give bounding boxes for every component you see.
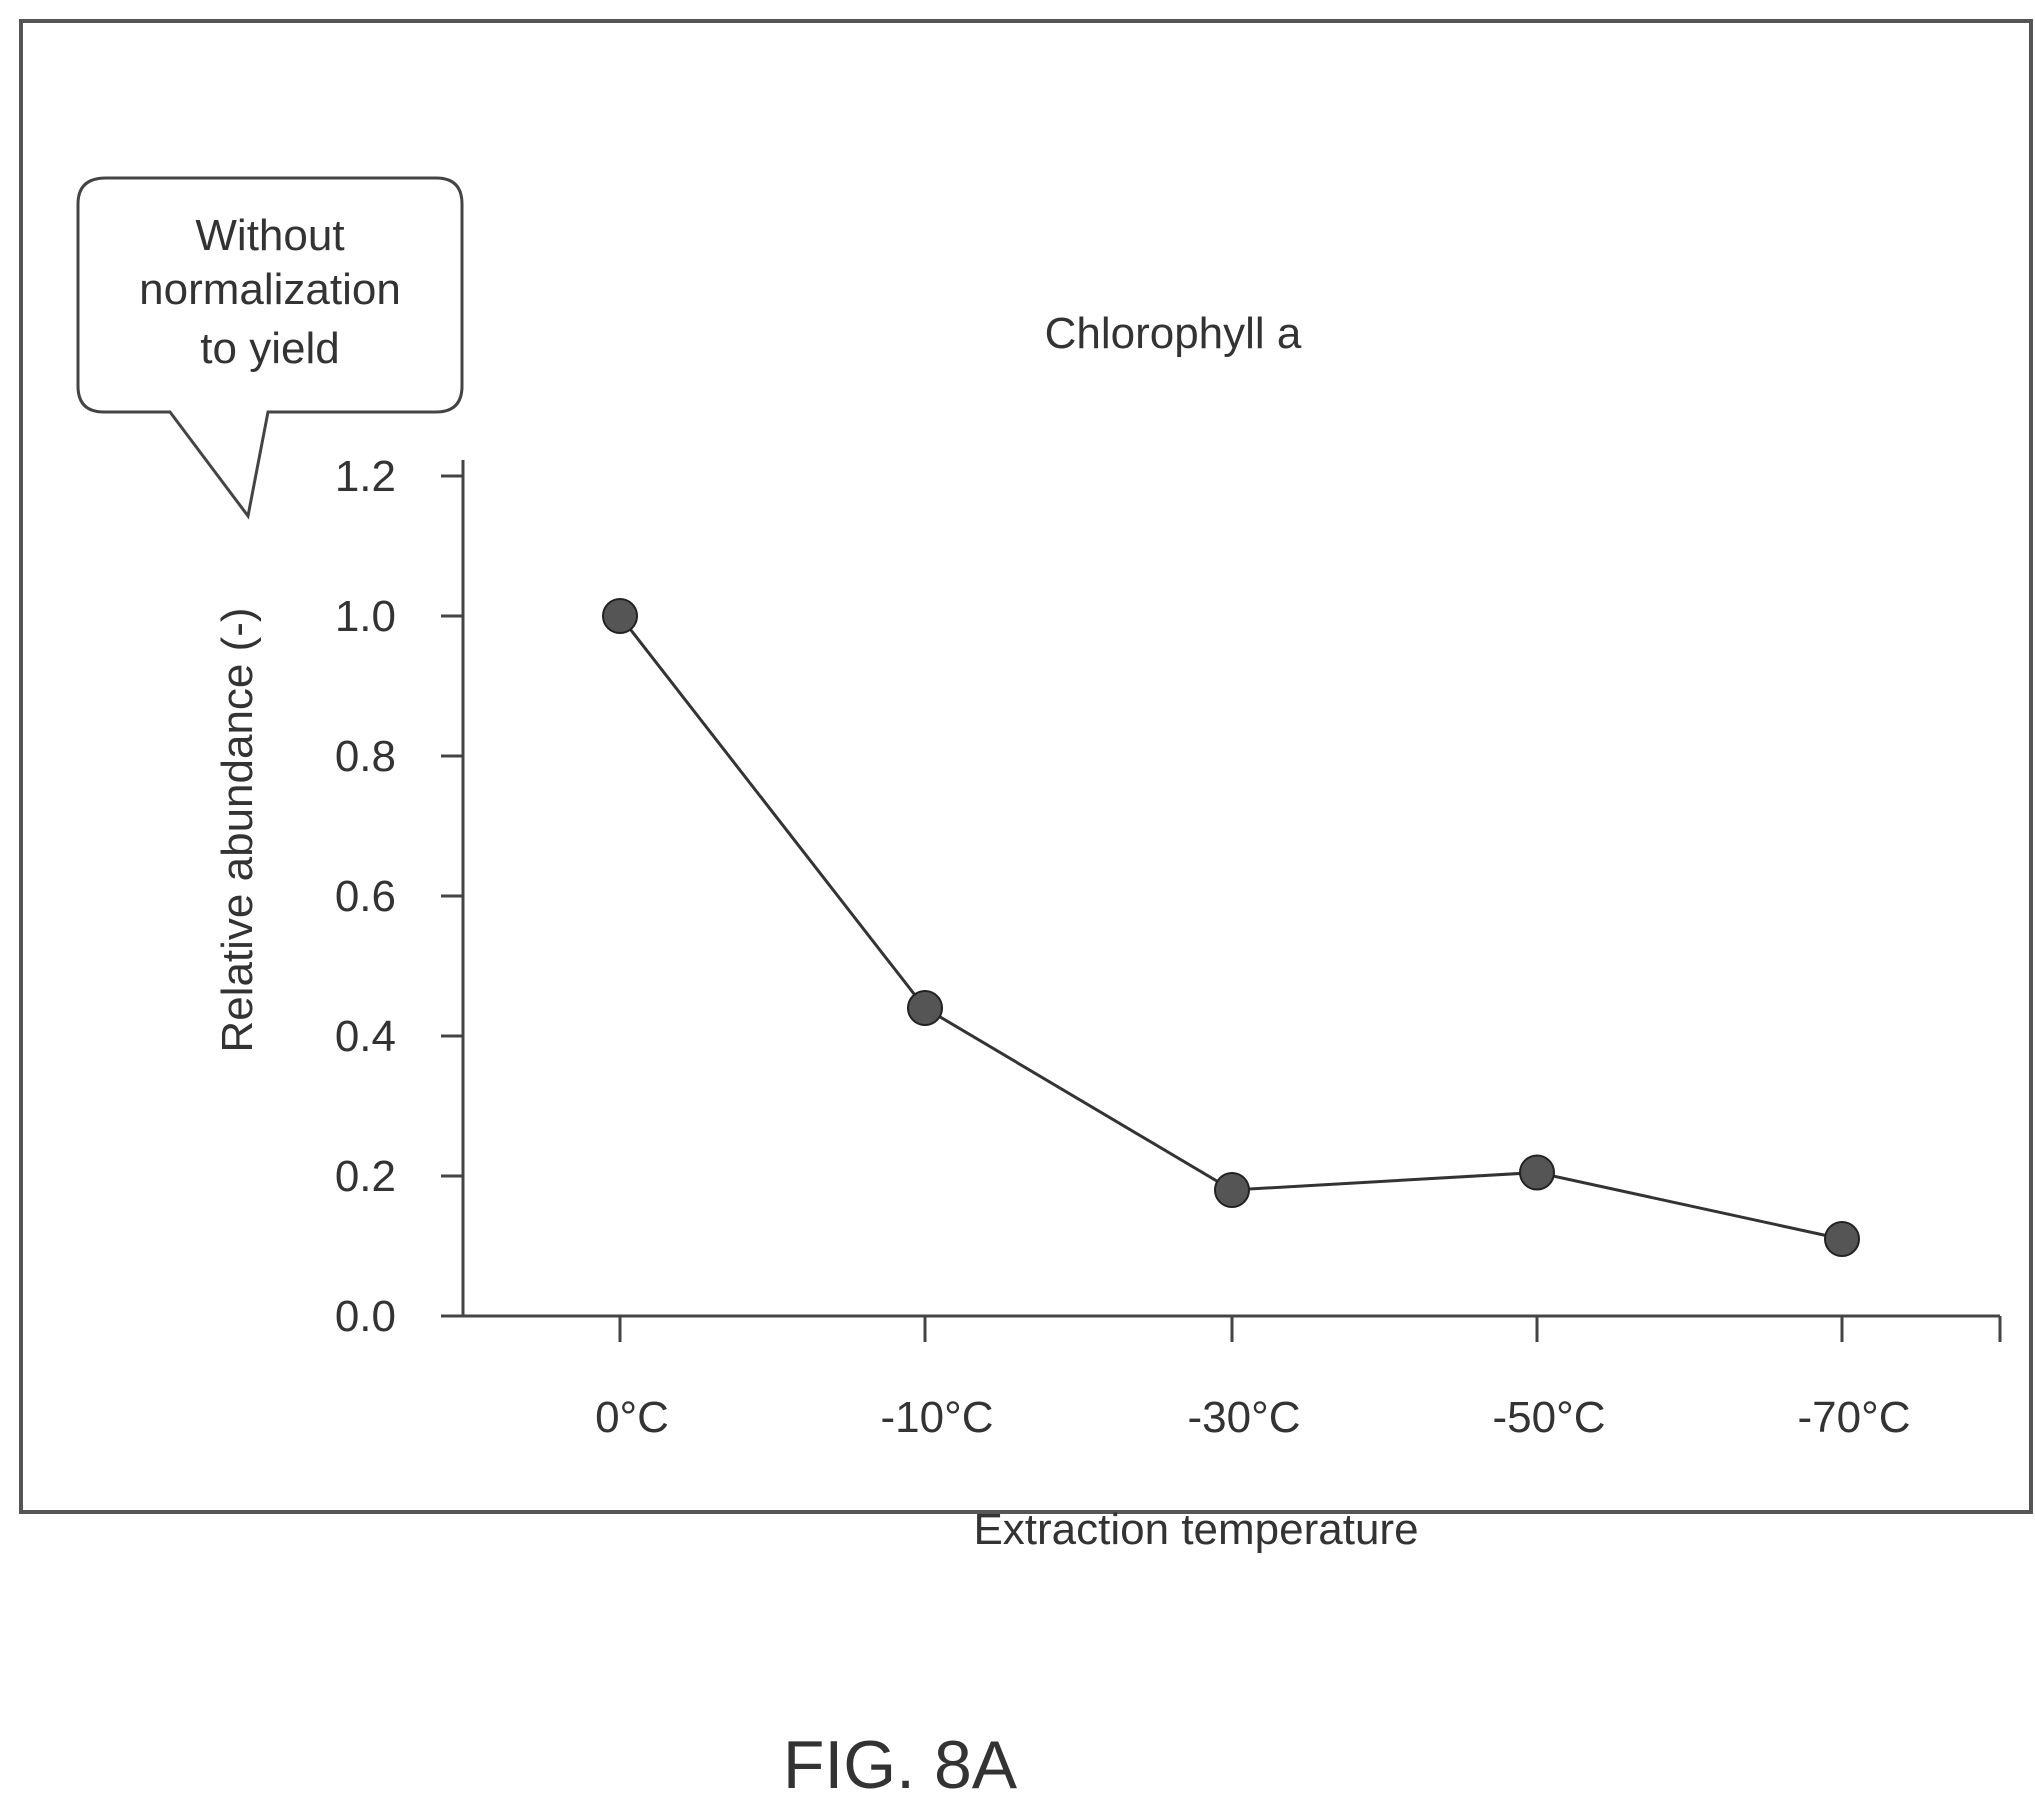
y-tick-label: 0.4 bbox=[335, 1012, 396, 1061]
x-tick-label: 0°C bbox=[595, 1393, 669, 1442]
callout-line-3: to yield bbox=[200, 324, 339, 373]
callout-bubble bbox=[76, 176, 464, 520]
y-tick-label: 0.6 bbox=[335, 872, 396, 921]
figure-frame bbox=[19, 19, 2033, 1514]
x-tick-label: -70°C bbox=[1798, 1393, 1911, 1442]
y-axis-label: Relative abundance (-) bbox=[213, 607, 262, 1052]
x-tick-label: -50°C bbox=[1493, 1393, 1606, 1442]
series-line bbox=[618, 615, 1843, 1241]
callout-line-1: Without bbox=[195, 211, 344, 260]
x-tick-label: -10°C bbox=[881, 1393, 994, 1442]
chart-title: Chlorophyll a bbox=[1045, 309, 1302, 358]
data-point bbox=[1214, 1172, 1250, 1208]
y-tick-label: 0.8 bbox=[335, 732, 396, 781]
y-tick-label: 0.0 bbox=[335, 1292, 396, 1341]
data-point bbox=[1824, 1221, 1860, 1257]
x-axis-label: Extraction temperature bbox=[973, 1505, 1418, 1554]
y-tick-label: 0.2 bbox=[335, 1152, 396, 1201]
data-point bbox=[602, 598, 638, 634]
figure-label: FIG. 8A bbox=[783, 1727, 1018, 1803]
data-point bbox=[1519, 1154, 1555, 1191]
y-tick-label: 1.2 bbox=[335, 452, 396, 501]
y-tick-label: 1.0 bbox=[335, 592, 396, 641]
data-point bbox=[907, 990, 943, 1026]
callout-line-2: normalization bbox=[139, 265, 401, 314]
x-tick-label: -30°C bbox=[1188, 1393, 1301, 1442]
